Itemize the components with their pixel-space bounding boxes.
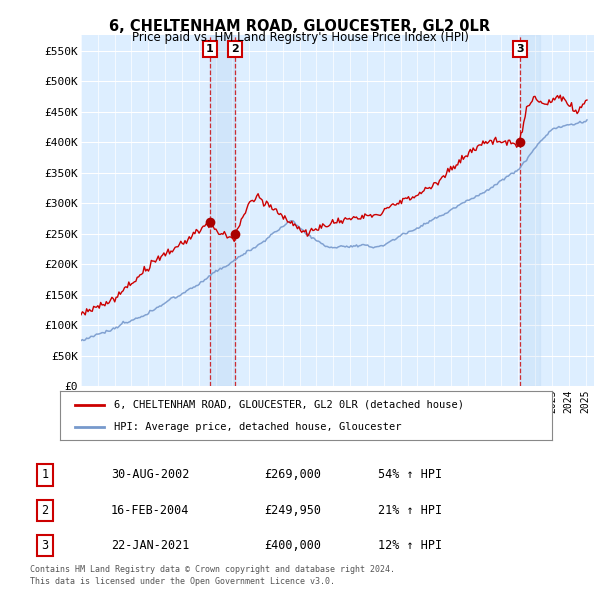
Text: Price paid vs. HM Land Registry's House Price Index (HPI): Price paid vs. HM Land Registry's House … [131,31,469,44]
Text: HPI: Average price, detached house, Gloucester: HPI: Average price, detached house, Glou… [114,422,401,432]
Text: 2: 2 [232,44,239,54]
Text: 21% ↑ HPI: 21% ↑ HPI [378,504,442,517]
Text: 12% ↑ HPI: 12% ↑ HPI [378,539,442,552]
Text: 1: 1 [206,44,214,54]
Text: 30-AUG-2002: 30-AUG-2002 [111,468,190,481]
Text: 16-FEB-2004: 16-FEB-2004 [111,504,190,517]
Text: 6, CHELTENHAM ROAD, GLOUCESTER, GL2 0LR (detached house): 6, CHELTENHAM ROAD, GLOUCESTER, GL2 0LR … [114,399,464,409]
Text: Contains HM Land Registry data © Crown copyright and database right 2024.: Contains HM Land Registry data © Crown c… [30,565,395,574]
Text: 6, CHELTENHAM ROAD, GLOUCESTER, GL2 0LR: 6, CHELTENHAM ROAD, GLOUCESTER, GL2 0LR [109,19,491,34]
Text: £249,950: £249,950 [264,504,321,517]
Text: 1: 1 [41,468,49,481]
Text: £400,000: £400,000 [264,539,321,552]
Bar [520,35,540,386]
Bar [210,35,235,386]
Text: 3: 3 [41,539,49,552]
Text: £269,000: £269,000 [264,468,321,481]
Text: 2: 2 [41,504,49,517]
Text: This data is licensed under the Open Government Licence v3.0.: This data is licensed under the Open Gov… [30,577,335,586]
Text: 22-JAN-2021: 22-JAN-2021 [111,539,190,552]
Text: 3: 3 [516,44,524,54]
Text: 54% ↑ HPI: 54% ↑ HPI [378,468,442,481]
